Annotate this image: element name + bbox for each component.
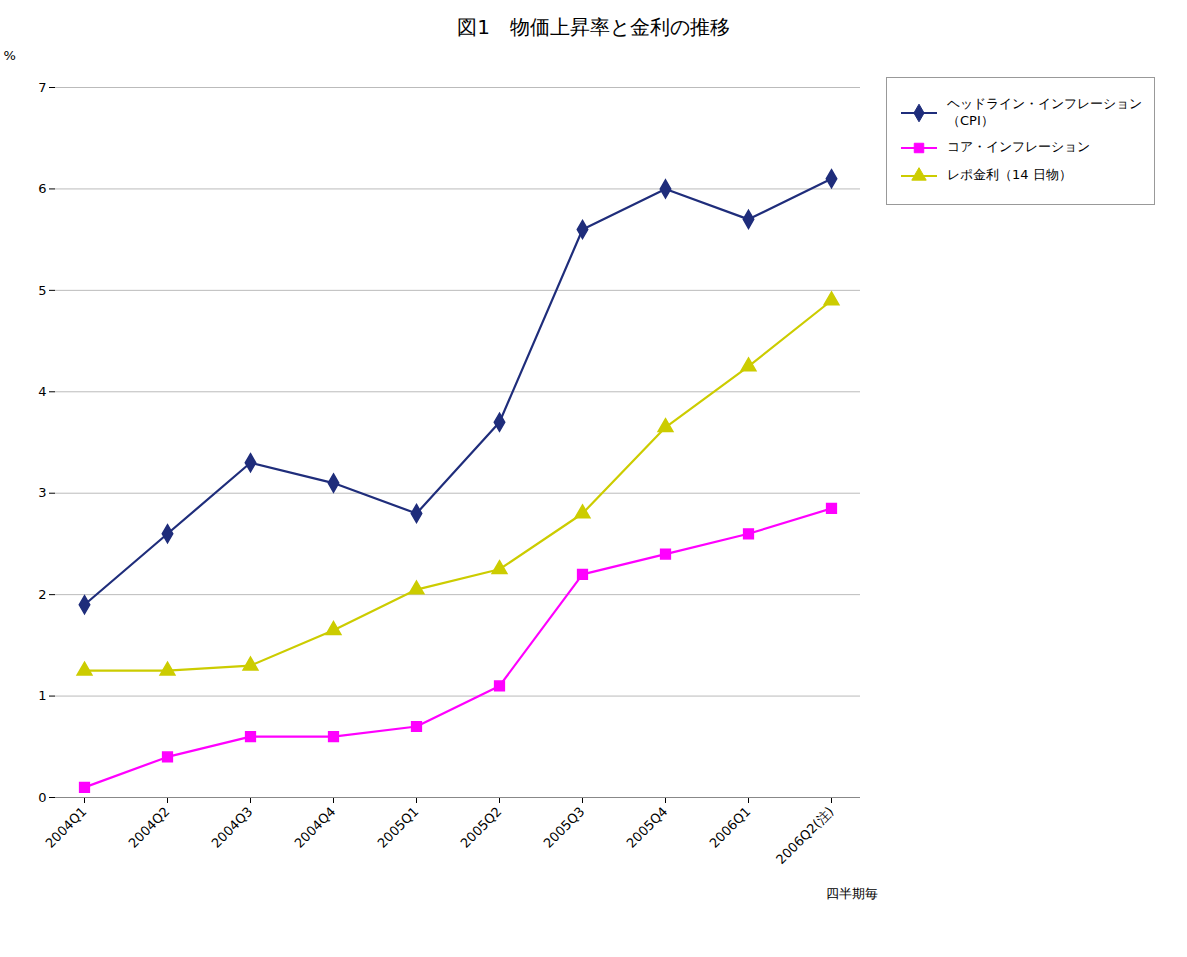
svg-text:2005Q1: 2005Q1 [374,804,421,851]
svg-text:6: 6 [38,181,46,196]
html-text:コア・インフレーション: コア・インフレーション [947,139,1090,155]
svg-text:2: 2 [38,587,46,602]
svg-text:四半期毎: 四半期毎 [826,886,878,901]
svg-text:2004Q1: 2004Q1 [42,804,89,851]
svg-text:2004Q3: 2004Q3 [208,804,255,851]
svg-text:4: 4 [38,384,46,399]
html-text:レポ金利（14 日物）: レポ金利（14 日物） [947,167,1072,183]
svg-text:2004Q2: 2004Q2 [125,804,172,851]
svg-text:3: 3 [38,485,46,500]
svg-text:0: 0 [38,790,46,805]
html-text:図1 物価上昇率と金利の推移: 図1 物価上昇率と金利の推移 [457,15,730,39]
svg-text:2005Q4: 2005Q4 [623,804,670,851]
svg-text:2006Q2(注): 2006Q2(注) [773,804,836,867]
svg-text:5: 5 [38,283,46,298]
svg-text:2005Q3: 2005Q3 [540,804,587,851]
html-text:ヘッドライン・インフレーション （CPI）: ヘッドライン・インフレーション （CPI） [947,96,1142,128]
svg-text:2006Q1: 2006Q1 [706,804,753,851]
svg-text:%: % [4,48,16,63]
svg-text:2004Q4: 2004Q4 [291,804,338,851]
svg-text:7: 7 [38,80,46,95]
svg-text:2005Q2: 2005Q2 [457,804,504,851]
svg-text:1: 1 [38,688,46,703]
